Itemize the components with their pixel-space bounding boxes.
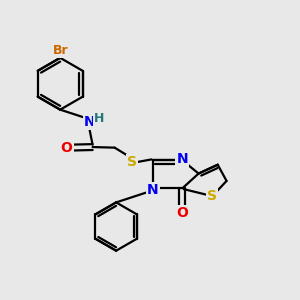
Text: N: N [177, 152, 188, 166]
Text: N: N [84, 115, 95, 129]
Text: S: S [207, 189, 217, 202]
Text: S: S [127, 155, 137, 170]
Text: O: O [176, 206, 188, 220]
Text: N: N [147, 183, 159, 197]
Text: Br: Br [52, 44, 68, 57]
Text: H: H [94, 112, 104, 125]
Text: O: O [61, 141, 73, 154]
